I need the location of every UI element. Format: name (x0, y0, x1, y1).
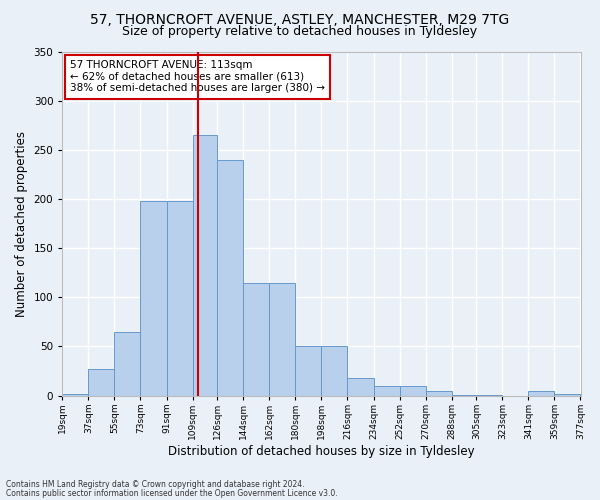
X-axis label: Distribution of detached houses by size in Tyldesley: Distribution of detached houses by size … (168, 444, 475, 458)
Bar (115, 332, 140, 396)
Bar (476, 394, 502, 396)
Text: 57, THORNCROFT AVENUE, ASTLEY, MANCHESTER, M29 7TG: 57, THORNCROFT AVENUE, ASTLEY, MANCHESTE… (91, 12, 509, 26)
Bar (88, 369, 115, 396)
Bar (554, 394, 580, 396)
Text: Contains HM Land Registry data © Crown copyright and database right 2024.: Contains HM Land Registry data © Crown c… (6, 480, 305, 489)
Bar (140, 201, 167, 396)
Bar (400, 386, 425, 396)
Bar (374, 386, 400, 396)
Bar (217, 160, 243, 396)
Text: Size of property relative to detached houses in Tyldesley: Size of property relative to detached ho… (122, 25, 478, 38)
Text: Contains public sector information licensed under the Open Government Licence v3: Contains public sector information licen… (6, 488, 338, 498)
Bar (193, 135, 217, 396)
Y-axis label: Number of detached properties: Number of detached properties (15, 130, 28, 316)
Bar (425, 390, 452, 396)
Bar (452, 394, 476, 396)
Text: 57 THORNCROFT AVENUE: 113sqm
← 62% of detached houses are smaller (613)
38% of s: 57 THORNCROFT AVENUE: 113sqm ← 62% of de… (70, 60, 325, 94)
Bar (243, 282, 269, 396)
Bar (322, 346, 347, 396)
Bar (167, 201, 193, 396)
Bar (62, 394, 88, 396)
Bar (529, 390, 554, 396)
Bar (295, 346, 322, 396)
Bar (347, 378, 374, 396)
Bar (269, 282, 295, 396)
